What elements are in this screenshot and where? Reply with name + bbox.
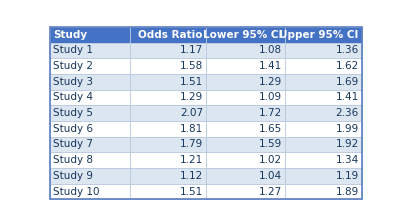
Bar [130, 27, 206, 43]
Text: Odds Ratio: Odds Ratio [138, 30, 203, 40]
Bar [285, 137, 361, 152]
Bar [130, 74, 206, 90]
Text: Study 5: Study 5 [53, 108, 93, 118]
Bar [285, 184, 361, 199]
Text: 1.04: 1.04 [259, 171, 282, 181]
Bar [206, 58, 285, 74]
Bar [130, 90, 206, 105]
Bar [50, 184, 130, 199]
Bar [50, 90, 130, 105]
Bar [130, 152, 206, 168]
Text: Study 8: Study 8 [53, 155, 93, 165]
Bar [285, 168, 361, 184]
Text: 1.29: 1.29 [179, 93, 203, 102]
Bar [285, 105, 361, 121]
Text: 1.27: 1.27 [259, 187, 282, 196]
Bar [130, 137, 206, 152]
Text: 1.34: 1.34 [334, 155, 358, 165]
Bar [206, 137, 285, 152]
Text: 1.79: 1.79 [179, 140, 203, 149]
Bar [50, 121, 130, 137]
Bar [206, 184, 285, 199]
Text: 2.07: 2.07 [179, 108, 203, 118]
Bar [50, 137, 130, 152]
Bar [285, 43, 361, 58]
Bar [50, 152, 130, 168]
Text: 1.51: 1.51 [179, 77, 203, 87]
Bar [206, 105, 285, 121]
Text: 1.41: 1.41 [259, 61, 282, 71]
Bar [206, 27, 285, 43]
Bar [130, 58, 206, 74]
Bar [130, 43, 206, 58]
Text: 1.17: 1.17 [179, 45, 203, 55]
Text: Study 6: Study 6 [53, 124, 93, 134]
Text: 1.19: 1.19 [334, 171, 358, 181]
Bar [206, 152, 285, 168]
Bar [50, 27, 130, 43]
Text: 1.08: 1.08 [259, 45, 282, 55]
Bar [130, 168, 206, 184]
Text: 1.65: 1.65 [259, 124, 282, 134]
Text: Study 2: Study 2 [53, 61, 93, 71]
Text: 1.21: 1.21 [179, 155, 203, 165]
Bar [50, 74, 130, 90]
Text: 1.41: 1.41 [334, 93, 358, 102]
Text: 1.09: 1.09 [259, 93, 282, 102]
Bar [206, 168, 285, 184]
Bar [130, 105, 206, 121]
Bar [130, 121, 206, 137]
Text: Upper 95% CI: Upper 95% CI [279, 30, 358, 40]
Text: 1.99: 1.99 [334, 124, 358, 134]
Bar [50, 168, 130, 184]
Bar [206, 90, 285, 105]
Bar [206, 121, 285, 137]
Text: 1.92: 1.92 [334, 140, 358, 149]
Bar [285, 152, 361, 168]
Bar [50, 105, 130, 121]
Text: 1.81: 1.81 [179, 124, 203, 134]
Text: Study 7: Study 7 [53, 140, 93, 149]
Text: Study 1: Study 1 [53, 45, 93, 55]
Bar [285, 58, 361, 74]
Text: 1.72: 1.72 [259, 108, 282, 118]
Text: Study 9: Study 9 [53, 171, 93, 181]
Text: Study 10: Study 10 [53, 187, 99, 196]
Text: 2.36: 2.36 [334, 108, 358, 118]
Text: Study 4: Study 4 [53, 93, 93, 102]
Bar [130, 184, 206, 199]
Bar [50, 58, 130, 74]
Text: Lower 95% CI: Lower 95% CI [203, 30, 282, 40]
Text: 1.59: 1.59 [259, 140, 282, 149]
Bar [285, 74, 361, 90]
Text: 1.62: 1.62 [334, 61, 358, 71]
Bar [50, 43, 130, 58]
Bar [285, 27, 361, 43]
Text: Study 3: Study 3 [53, 77, 93, 87]
Text: 1.02: 1.02 [259, 155, 282, 165]
Bar [206, 74, 285, 90]
Text: 1.51: 1.51 [179, 187, 203, 196]
Text: 1.29: 1.29 [259, 77, 282, 87]
Text: 1.12: 1.12 [179, 171, 203, 181]
Bar [206, 43, 285, 58]
Text: 1.69: 1.69 [334, 77, 358, 87]
Text: 1.89: 1.89 [334, 187, 358, 196]
Text: Study: Study [53, 30, 87, 40]
Text: 1.36: 1.36 [334, 45, 358, 55]
Text: 1.58: 1.58 [179, 61, 203, 71]
Bar [285, 90, 361, 105]
Bar [285, 121, 361, 137]
